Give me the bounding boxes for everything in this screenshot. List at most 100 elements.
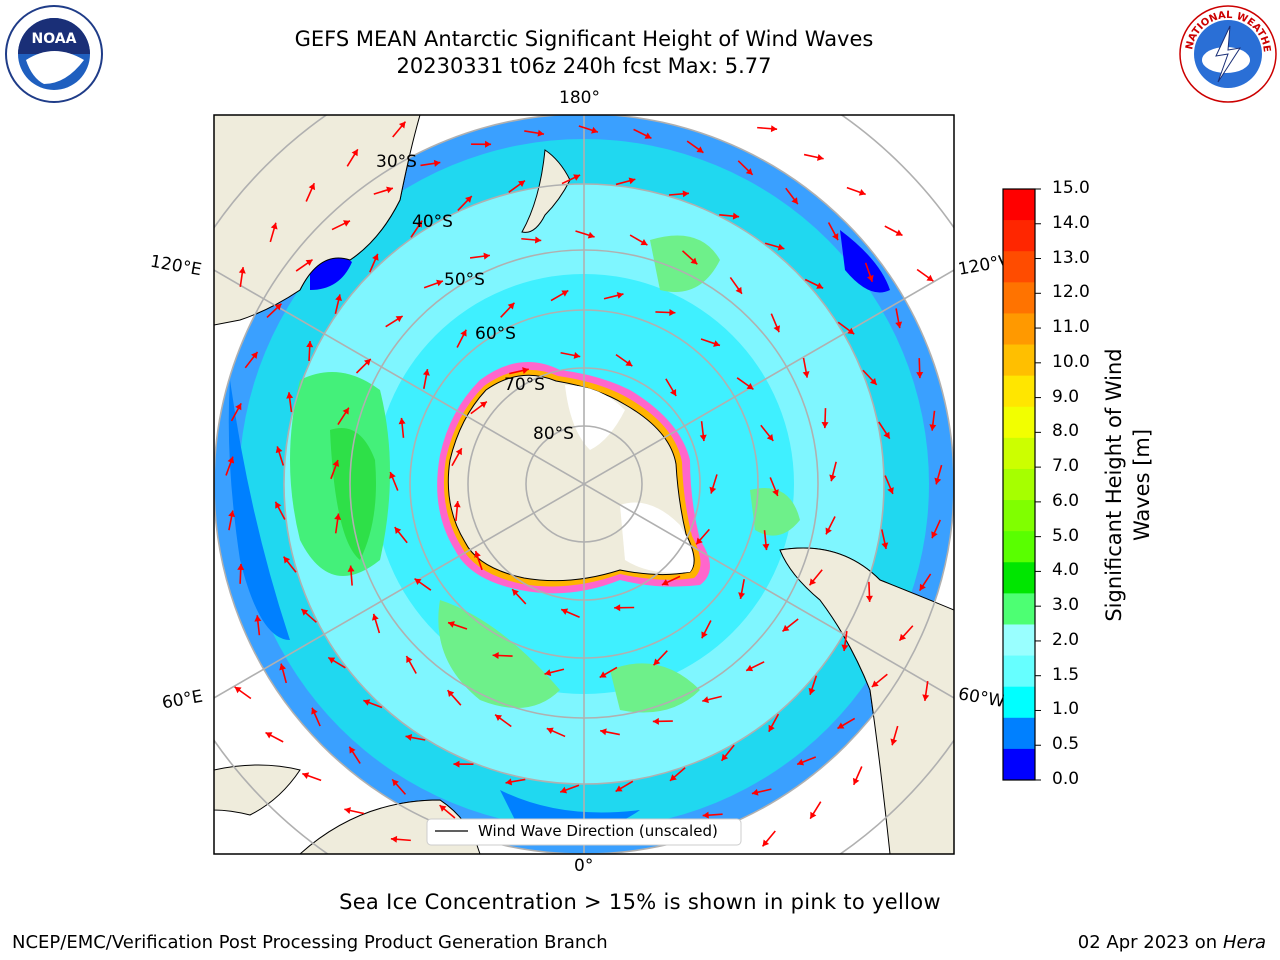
colorbar — [1002, 188, 1041, 781]
colorbar-segment — [1003, 500, 1035, 532]
new-zealand — [521, 149, 571, 233]
wave-arrow-head — [394, 527, 402, 534]
wave-arrow-head — [653, 658, 661, 666]
graticule — [214, 115, 954, 854]
wave-arrow-head — [847, 327, 855, 335]
colorbar-segment — [1003, 313, 1035, 346]
wave-arrow-head — [485, 140, 492, 148]
colorbar-tick-label: 4.0 — [1052, 560, 1080, 581]
wave-arrow-head — [328, 657, 336, 664]
colorbar-tick-label: 7.0 — [1052, 456, 1080, 477]
credit-date: 02 Apr 2023 on Hera — [1078, 932, 1266, 953]
colorbar-segment — [1003, 686, 1035, 719]
wave-arrow-head — [371, 613, 379, 621]
wave-arrow-head — [934, 477, 942, 485]
wave-arrow-head — [709, 486, 717, 494]
wave-arrow-head — [395, 316, 403, 323]
wave-arrow-head — [699, 434, 707, 442]
wave-patch-east — [750, 488, 800, 536]
wave-arrow-head — [713, 340, 720, 347]
wave-arrow-head — [335, 294, 343, 302]
wave-arrow-head — [599, 671, 607, 678]
wave-arrow-head — [669, 308, 676, 316]
wave-arrow-head — [746, 383, 754, 390]
wave-arrow-head — [460, 329, 467, 337]
wave-arrow-head — [625, 359, 633, 367]
colorbar-tick-label: 11.0 — [1052, 317, 1090, 338]
wave-arrow-head — [537, 129, 545, 137]
colorbar-segment — [1003, 593, 1035, 625]
wave-arrow-head — [254, 615, 262, 622]
wave-arrow-head — [614, 604, 621, 612]
wave-arrow-head — [640, 239, 648, 246]
wave-arrow-head — [561, 290, 569, 297]
wave-arrow-head — [732, 212, 740, 220]
wave-arrow-head — [505, 778, 513, 786]
map-title: GEFS MEAN Antarctic Significant Height o… — [294, 27, 874, 51]
wave-arrow-head — [347, 565, 355, 572]
colorbar-tick-label: 3.0 — [1052, 595, 1080, 616]
colorbar-tick-label: 12.0 — [1052, 282, 1090, 303]
wave-arrow-head — [447, 690, 455, 698]
wave-arrow-head — [389, 471, 396, 479]
wave-arrow-head — [696, 537, 703, 545]
wave-arrow-head — [522, 367, 529, 374]
wave-arrow-head — [518, 180, 525, 187]
wave-patch-west-core — [330, 428, 376, 560]
wave-arrow-head — [436, 279, 443, 287]
wave-arrow-head — [871, 680, 879, 687]
credit-branch: NCEP/EMC/Verification Post Processing Pr… — [12, 932, 608, 953]
wave-arrow-head — [283, 556, 291, 564]
wave-arrow-head — [702, 811, 709, 819]
wave-arrow-head — [474, 550, 481, 558]
wave-arrow-head — [279, 663, 287, 671]
nws-logo: NATIONAL WEATHER SERVICE — [1178, 4, 1277, 103]
lat-label-70s: 70°S — [504, 375, 545, 395]
wave-arrow-head — [738, 592, 746, 599]
wave-arrow-head — [883, 431, 890, 439]
wave-arrow-head — [406, 656, 413, 663]
low-wave-patch-ne — [840, 230, 890, 293]
wave-patch-south — [438, 600, 560, 708]
wave-arrow-head — [573, 174, 581, 181]
wave-arrow-head — [398, 121, 406, 129]
wave-arrow-head — [841, 644, 849, 651]
colorbar-segment — [1003, 375, 1035, 408]
colorbar-tick-label: 0.0 — [1052, 769, 1080, 789]
wave-arrow-head — [587, 231, 595, 239]
colorbar-tick-label: 1.5 — [1052, 664, 1080, 685]
lon-label-0: 0° — [574, 856, 594, 876]
wave-arrow-head — [837, 722, 845, 729]
wave-arrow-head — [816, 282, 824, 289]
wave-arrow-head — [825, 527, 832, 535]
wave-arrow-head — [829, 474, 837, 482]
wave-arrow-head — [797, 758, 805, 766]
wave-arrow-head — [881, 542, 889, 549]
wave-arrow-head — [534, 236, 542, 244]
lat-label-60s: 60°S — [475, 324, 516, 344]
low-wave-patch-w — [228, 380, 290, 640]
colorbar-tick-label: 10.0 — [1052, 351, 1090, 372]
wave-arrow-head — [890, 738, 898, 746]
wave-arrow-head — [334, 513, 342, 520]
wave-arrow-head — [852, 777, 860, 785]
wave-arrow-head — [546, 727, 554, 735]
colorbar-tick-label: 8.0 — [1052, 421, 1080, 442]
colorbar-tick-label: 14.0 — [1052, 212, 1090, 233]
lat-label-40s: 40°S — [412, 212, 453, 232]
colorbar-label: Significant Height of Wind Waves [m] — [1100, 348, 1156, 621]
wave-arrow-head — [931, 531, 938, 539]
wave-patch-south-east — [610, 663, 700, 713]
colorbar-segment — [1003, 251, 1035, 283]
wave-arrow-head — [227, 456, 235, 464]
wave-arrow-head — [701, 631, 708, 639]
wave-arrow-head — [926, 274, 934, 282]
colorbar-tick-label: 2.0 — [1052, 629, 1080, 650]
wave-arrow-head — [573, 352, 581, 359]
colorbar-tick-label: 5.0 — [1052, 525, 1080, 546]
wave-arrow-head — [422, 369, 430, 376]
lat-label-50s: 50°S — [444, 270, 485, 290]
wave-arrow-head — [628, 177, 636, 185]
wave-arrow-head — [479, 401, 487, 408]
wave-arrow-head — [644, 132, 652, 139]
